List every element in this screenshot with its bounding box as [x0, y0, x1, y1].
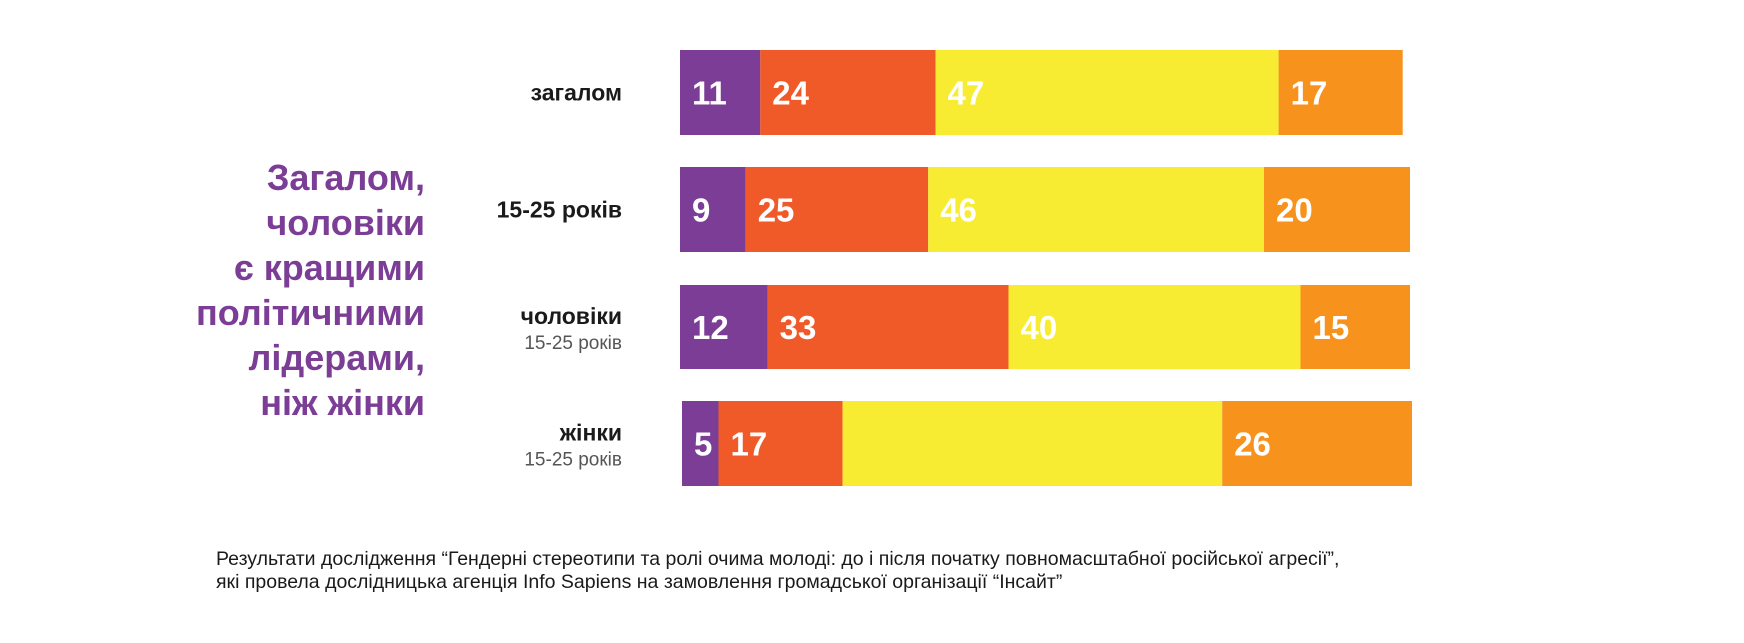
value-label: 40	[1021, 309, 1058, 346]
category-label: загалом	[531, 80, 622, 106]
bar-segment	[745, 167, 929, 252]
bar-segment	[682, 401, 719, 486]
bar-segment	[1300, 285, 1410, 369]
title-line: лідерами,	[248, 337, 425, 378]
bar-segment	[680, 285, 768, 369]
category-label: чоловіки	[521, 303, 622, 329]
bar-segment	[680, 167, 746, 252]
bar-segment	[928, 167, 1264, 252]
value-label: 15	[1313, 309, 1350, 346]
chart-title: Загалом, чоловіки є кращими політичними …	[150, 155, 425, 425]
bar-segment	[935, 50, 1279, 135]
category-label: 15-25 років	[497, 197, 622, 223]
bar-segment	[718, 401, 843, 486]
value-label: 17	[731, 426, 768, 463]
bar-segment	[842, 401, 1223, 486]
footnote-line: Результати дослідження “Гендерні стереот…	[216, 548, 1340, 570]
bar-segment	[760, 50, 936, 135]
value-label: 17	[1291, 75, 1328, 112]
bar-segment	[1264, 167, 1410, 252]
title-line: ніж жінки	[260, 382, 425, 423]
category-sublabel: 15-25 років	[524, 450, 622, 471]
value-label: 47	[948, 75, 985, 112]
title-line: Загалом,	[266, 157, 425, 198]
category-sublabel: 15-25 років	[524, 333, 622, 354]
bar-segment	[1008, 285, 1301, 369]
value-label: 12	[692, 309, 729, 346]
bar-segment	[767, 285, 1009, 369]
value-label: 11	[692, 75, 727, 112]
value-label: 33	[780, 309, 817, 346]
value-label: 24	[772, 75, 809, 112]
value-label: 46	[940, 192, 977, 229]
source-footnote: Результати дослідження “Гендерні стереот…	[216, 548, 1339, 594]
bar-segment	[680, 50, 761, 135]
value-label: 5	[694, 426, 712, 463]
bar-segment	[1278, 50, 1403, 135]
value-label: 20	[1276, 192, 1313, 229]
title-line: є кращими	[233, 247, 425, 288]
title-line: політичними	[195, 292, 425, 333]
value-label: 26	[1234, 426, 1271, 463]
value-label: 9	[692, 192, 710, 229]
bar-segment	[1222, 401, 1412, 486]
title-line: чоловіки	[266, 202, 425, 243]
footnote-line: які провела дослідницька агенція Info Sa…	[216, 571, 1063, 593]
value-label: 25	[758, 192, 795, 229]
category-label: жінки	[559, 420, 622, 446]
